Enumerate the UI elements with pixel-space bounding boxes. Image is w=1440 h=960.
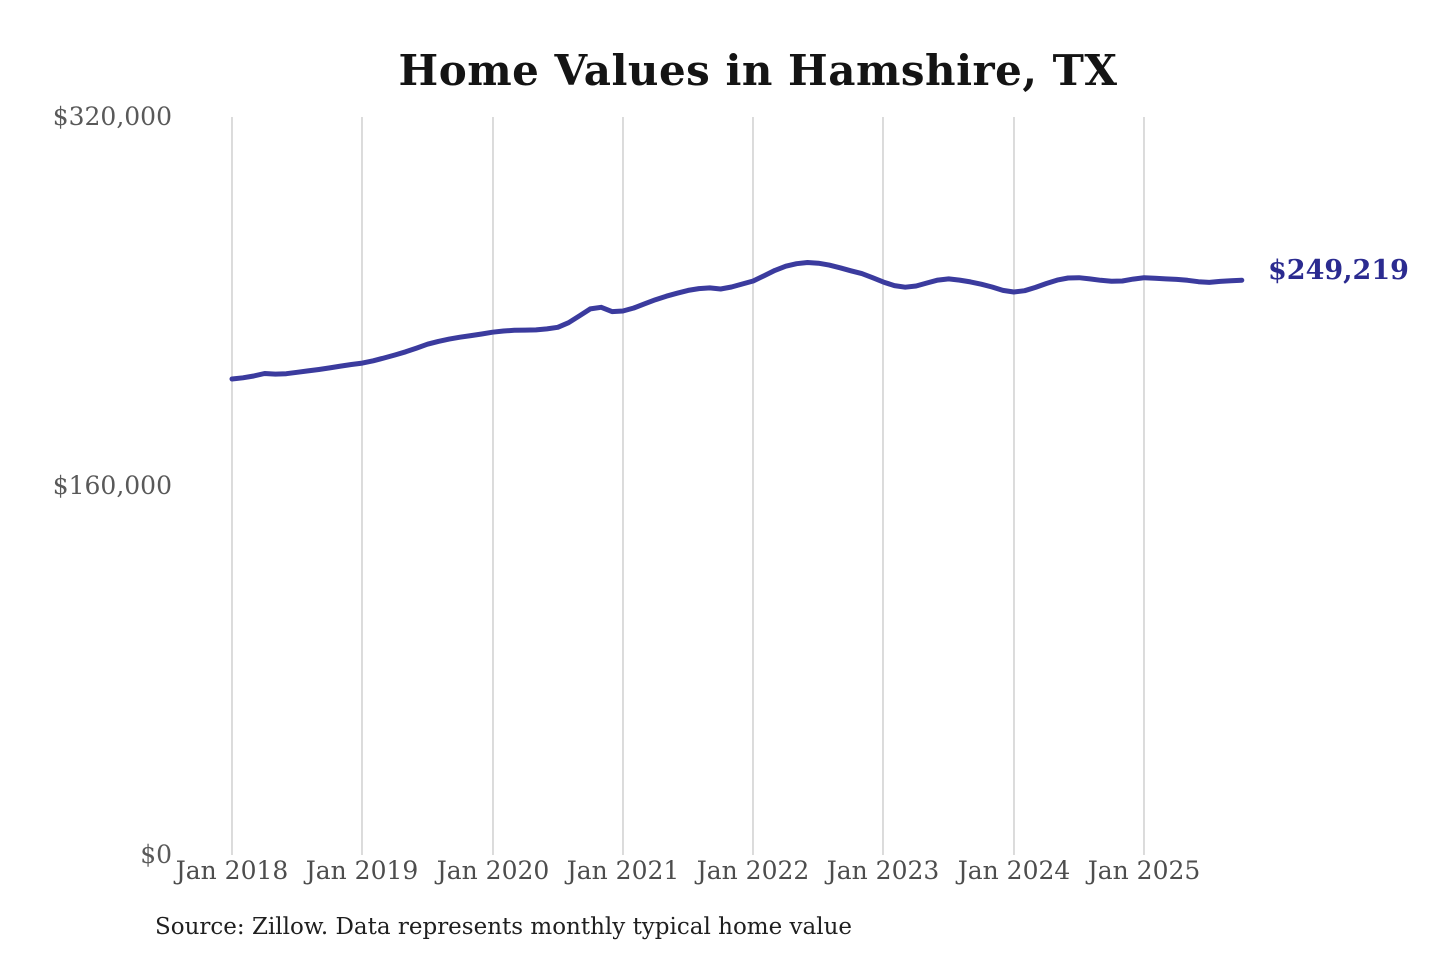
x-axis-tick-label: Jan 2023 [826,856,940,885]
y-axis-tick-label: $320,000 [52,102,172,131]
x-axis-tick-label: Jan 2020 [436,856,550,885]
home-value-line [229,260,1245,382]
x-axis-tick-label: Jan 2021 [566,856,680,885]
chart-title: Home Values in Hamshire, TX [398,46,1118,95]
x-axis-tick-label: Jan 2025 [1087,856,1201,885]
x-axis-tick-label: Jan 2022 [696,856,810,885]
source-note: Source: Zillow. Data represents monthly … [155,914,853,940]
x-axis-tick-label: Jan 2019 [305,856,419,885]
y-axis-tick-label: $0 [140,840,172,869]
x-axis-tick-label: Jan 2018 [175,856,289,885]
latest-value-label: $249,219 [1268,255,1409,286]
x-axis-tick-label: Jan 2024 [957,856,1071,885]
y-axis-tick-label: $160,000 [52,471,172,500]
